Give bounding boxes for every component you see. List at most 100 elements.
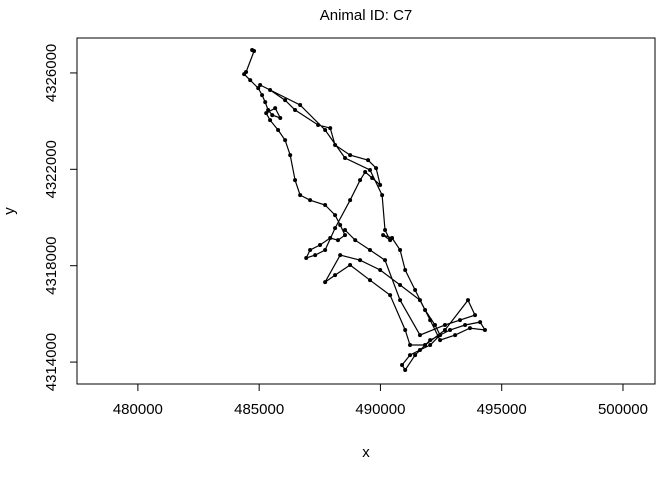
track-point [433,322,438,327]
track-point [248,78,253,83]
track-point [276,128,281,133]
track-point [343,233,348,238]
track-point [383,258,388,263]
track-point [381,233,386,238]
track-point [465,298,470,303]
track-point [378,182,383,187]
y-tick-label: 4326000 [43,44,60,102]
track-point [323,128,328,133]
track-point [338,253,343,258]
track-point [463,322,468,327]
chart-title: Animal ID: C7 [320,7,413,24]
track-point [423,308,428,313]
x-tick-label: 490000 [355,401,405,418]
track-point [457,318,462,323]
track-point [442,328,447,333]
track-point [428,342,433,347]
track-point [413,288,418,293]
track-point [374,166,379,171]
x-tick-label: 500000 [598,401,648,418]
track-point [370,175,375,180]
track-point [283,98,288,103]
x-tick-label: 480000 [113,401,163,418]
track-point [268,118,273,123]
track-point [333,226,338,231]
track-point [403,268,408,273]
track-point [266,108,271,113]
track-point [353,238,358,243]
track-point [478,320,483,325]
track-point [252,49,257,54]
track-point [343,155,348,160]
track-point [318,242,323,247]
track-point [417,348,422,353]
track-point [438,333,443,338]
track-point [270,113,275,118]
y-tick-label: 4318000 [43,236,60,294]
track-point [273,106,278,111]
track-point [363,169,368,174]
y-tick-label: 4322000 [43,140,60,198]
track-point [316,122,321,127]
track-point [423,342,428,347]
track-point [366,158,371,163]
track-point [453,333,458,338]
track-point [368,168,373,173]
track-point [323,248,328,253]
track-point [333,273,338,278]
track-point [263,100,268,105]
track-point [304,255,309,260]
track-point [403,328,408,333]
x-axis-label: x [362,444,370,461]
track-point [308,248,313,253]
track-point [268,88,273,93]
track-point [256,86,261,91]
track-point [383,228,388,233]
track-point [473,313,478,318]
track-point [278,115,283,120]
y-axis-label: y [1,207,18,215]
track-point [428,318,433,323]
track-point [398,298,403,303]
track-point [368,248,373,253]
track-point [408,342,413,347]
track-point [333,213,338,218]
track-point [403,368,408,373]
track-point [335,238,340,243]
x-tick-label: 485000 [234,401,284,418]
track-point [438,338,443,343]
track-point [328,235,333,240]
track-point [264,111,269,116]
track-point [398,248,403,253]
track-point [380,193,385,198]
track-point [448,328,453,333]
track-point [293,178,298,183]
track-point [323,202,328,207]
track-point [442,322,447,327]
track-point [338,222,343,227]
track-point [390,235,395,240]
track-point [378,268,383,273]
track-point [400,362,405,367]
track-point [328,126,333,131]
track-point [413,353,418,358]
track-point [308,198,313,203]
track-point [348,153,353,158]
track-point [417,333,422,338]
y-tick-label: 4314000 [43,333,60,391]
track-point [388,293,393,298]
track-point [313,253,318,258]
track-point [298,193,303,198]
track-point [293,108,298,113]
track-point [298,102,303,107]
track-point [398,282,403,287]
track-point [258,82,263,87]
track-point [242,72,247,77]
track-point [368,278,373,283]
track-point [358,258,363,263]
track-point [260,93,265,98]
track-point [348,198,353,203]
track-point [358,178,363,183]
track-point [288,153,293,158]
